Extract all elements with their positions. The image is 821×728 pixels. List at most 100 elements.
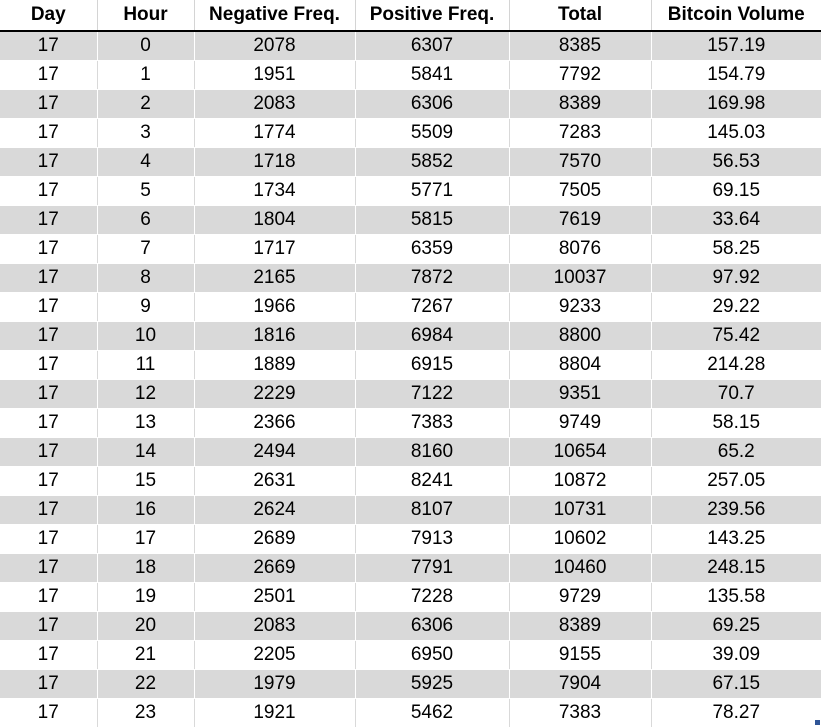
cell-hour[interactable]: 8 [97, 263, 195, 293]
cell-negative-freq[interactable]: 1717 [194, 234, 356, 264]
cell-positive-freq[interactable]: 5852 [355, 147, 510, 177]
header-day[interactable]: Day [0, 0, 98, 32]
cell-day[interactable]: 17 [0, 205, 98, 235]
cell-bitcoin-volume[interactable]: 70.7 [651, 379, 821, 409]
cell-bitcoin-volume[interactable]: 29.22 [651, 292, 821, 322]
cell-total[interactable]: 8389 [509, 611, 652, 641]
cell-total[interactable]: 8076 [509, 234, 652, 264]
cell-negative-freq[interactable]: 2669 [194, 553, 356, 583]
cell-day[interactable]: 17 [0, 321, 98, 351]
cell-day[interactable]: 17 [0, 669, 98, 699]
cell-negative-freq[interactable]: 2689 [194, 524, 356, 554]
cell-positive-freq[interactable]: 5771 [355, 176, 510, 206]
cell-positive-freq[interactable]: 6306 [355, 89, 510, 119]
cell-bitcoin-volume[interactable]: 56.53 [651, 147, 821, 177]
cell-hour[interactable]: 18 [97, 553, 195, 583]
cell-bitcoin-volume[interactable]: 69.15 [651, 176, 821, 206]
cell-day[interactable]: 17 [0, 553, 98, 583]
cell-hour[interactable]: 16 [97, 495, 195, 525]
header-bitcoin-volume[interactable]: Bitcoin Volume [651, 0, 821, 32]
cell-day[interactable]: 17 [0, 437, 98, 467]
cell-hour[interactable]: 9 [97, 292, 195, 322]
cell-day[interactable]: 17 [0, 176, 98, 206]
cell-hour[interactable]: 3 [97, 118, 195, 148]
cell-hour[interactable]: 0 [97, 31, 195, 61]
cell-positive-freq[interactable]: 7122 [355, 379, 510, 409]
cell-positive-freq[interactable]: 6359 [355, 234, 510, 264]
cell-total[interactable]: 10037 [509, 263, 652, 293]
cell-bitcoin-volume[interactable]: 239.56 [651, 495, 821, 525]
cell-total[interactable]: 9729 [509, 582, 652, 612]
cell-day[interactable]: 17 [0, 698, 98, 728]
cell-total[interactable]: 7505 [509, 176, 652, 206]
cell-total[interactable]: 9749 [509, 408, 652, 438]
cell-hour[interactable]: 5 [97, 176, 195, 206]
cell-bitcoin-volume[interactable]: 78.27 [651, 698, 821, 728]
cell-bitcoin-volume[interactable]: 157.19 [651, 31, 821, 61]
cell-day[interactable]: 17 [0, 379, 98, 409]
cell-day[interactable]: 17 [0, 263, 98, 293]
cell-day[interactable]: 17 [0, 466, 98, 496]
cell-hour[interactable]: 15 [97, 466, 195, 496]
cell-hour[interactable]: 7 [97, 234, 195, 264]
cell-total[interactable]: 10460 [509, 553, 652, 583]
cell-positive-freq[interactable]: 5462 [355, 698, 510, 728]
cell-positive-freq[interactable]: 6307 [355, 31, 510, 61]
cell-total[interactable]: 9351 [509, 379, 652, 409]
cell-bitcoin-volume[interactable]: 257.05 [651, 466, 821, 496]
cell-bitcoin-volume[interactable]: 39.09 [651, 640, 821, 670]
cell-hour[interactable]: 1 [97, 60, 195, 90]
cell-day[interactable]: 17 [0, 611, 98, 641]
cell-bitcoin-volume[interactable]: 135.58 [651, 582, 821, 612]
cell-negative-freq[interactable]: 1718 [194, 147, 356, 177]
cell-negative-freq[interactable]: 1734 [194, 176, 356, 206]
cell-positive-freq[interactable]: 7872 [355, 263, 510, 293]
cell-total[interactable]: 10654 [509, 437, 652, 467]
cell-bitcoin-volume[interactable]: 169.98 [651, 89, 821, 119]
cell-positive-freq[interactable]: 7791 [355, 553, 510, 583]
cell-positive-freq[interactable]: 6306 [355, 611, 510, 641]
cell-hour[interactable]: 21 [97, 640, 195, 670]
cell-negative-freq[interactable]: 1921 [194, 698, 356, 728]
cell-negative-freq[interactable]: 2501 [194, 582, 356, 612]
cell-day[interactable]: 17 [0, 234, 98, 264]
cell-total[interactable]: 7383 [509, 698, 652, 728]
cell-total[interactable]: 7792 [509, 60, 652, 90]
cell-total[interactable]: 10602 [509, 524, 652, 554]
header-negative-freq[interactable]: Negative Freq. [194, 0, 356, 32]
cell-total[interactable]: 10731 [509, 495, 652, 525]
cell-day[interactable]: 17 [0, 350, 98, 380]
cell-positive-freq[interactable]: 8241 [355, 466, 510, 496]
cell-positive-freq[interactable]: 5509 [355, 118, 510, 148]
cell-negative-freq[interactable]: 1774 [194, 118, 356, 148]
cell-bitcoin-volume[interactable]: 248.15 [651, 553, 821, 583]
cell-hour[interactable]: 6 [97, 205, 195, 235]
cell-bitcoin-volume[interactable]: 143.25 [651, 524, 821, 554]
cell-total[interactable]: 8804 [509, 350, 652, 380]
cell-hour[interactable]: 23 [97, 698, 195, 728]
cell-negative-freq[interactable]: 1889 [194, 350, 356, 380]
cell-day[interactable]: 17 [0, 31, 98, 61]
cell-bitcoin-volume[interactable]: 67.15 [651, 669, 821, 699]
cell-hour[interactable]: 12 [97, 379, 195, 409]
cell-day[interactable]: 17 [0, 524, 98, 554]
cell-negative-freq[interactable]: 2631 [194, 466, 356, 496]
cell-negative-freq[interactable]: 1816 [194, 321, 356, 351]
cell-bitcoin-volume[interactable]: 145.03 [651, 118, 821, 148]
cell-bitcoin-volume[interactable]: 154.79 [651, 60, 821, 90]
cell-day[interactable]: 17 [0, 147, 98, 177]
cell-positive-freq[interactable]: 7228 [355, 582, 510, 612]
cell-negative-freq[interactable]: 1951 [194, 60, 356, 90]
cell-total[interactable]: 8800 [509, 321, 652, 351]
cell-bitcoin-volume[interactable]: 33.64 [651, 205, 821, 235]
cell-total[interactable]: 9233 [509, 292, 652, 322]
cell-negative-freq[interactable]: 2083 [194, 611, 356, 641]
cell-hour[interactable]: 19 [97, 582, 195, 612]
cell-positive-freq[interactable]: 6984 [355, 321, 510, 351]
cell-negative-freq[interactable]: 2083 [194, 89, 356, 119]
cell-total[interactable]: 7283 [509, 118, 652, 148]
cell-hour[interactable]: 10 [97, 321, 195, 351]
cell-negative-freq[interactable]: 2494 [194, 437, 356, 467]
cell-hour[interactable]: 11 [97, 350, 195, 380]
cell-positive-freq[interactable]: 8107 [355, 495, 510, 525]
